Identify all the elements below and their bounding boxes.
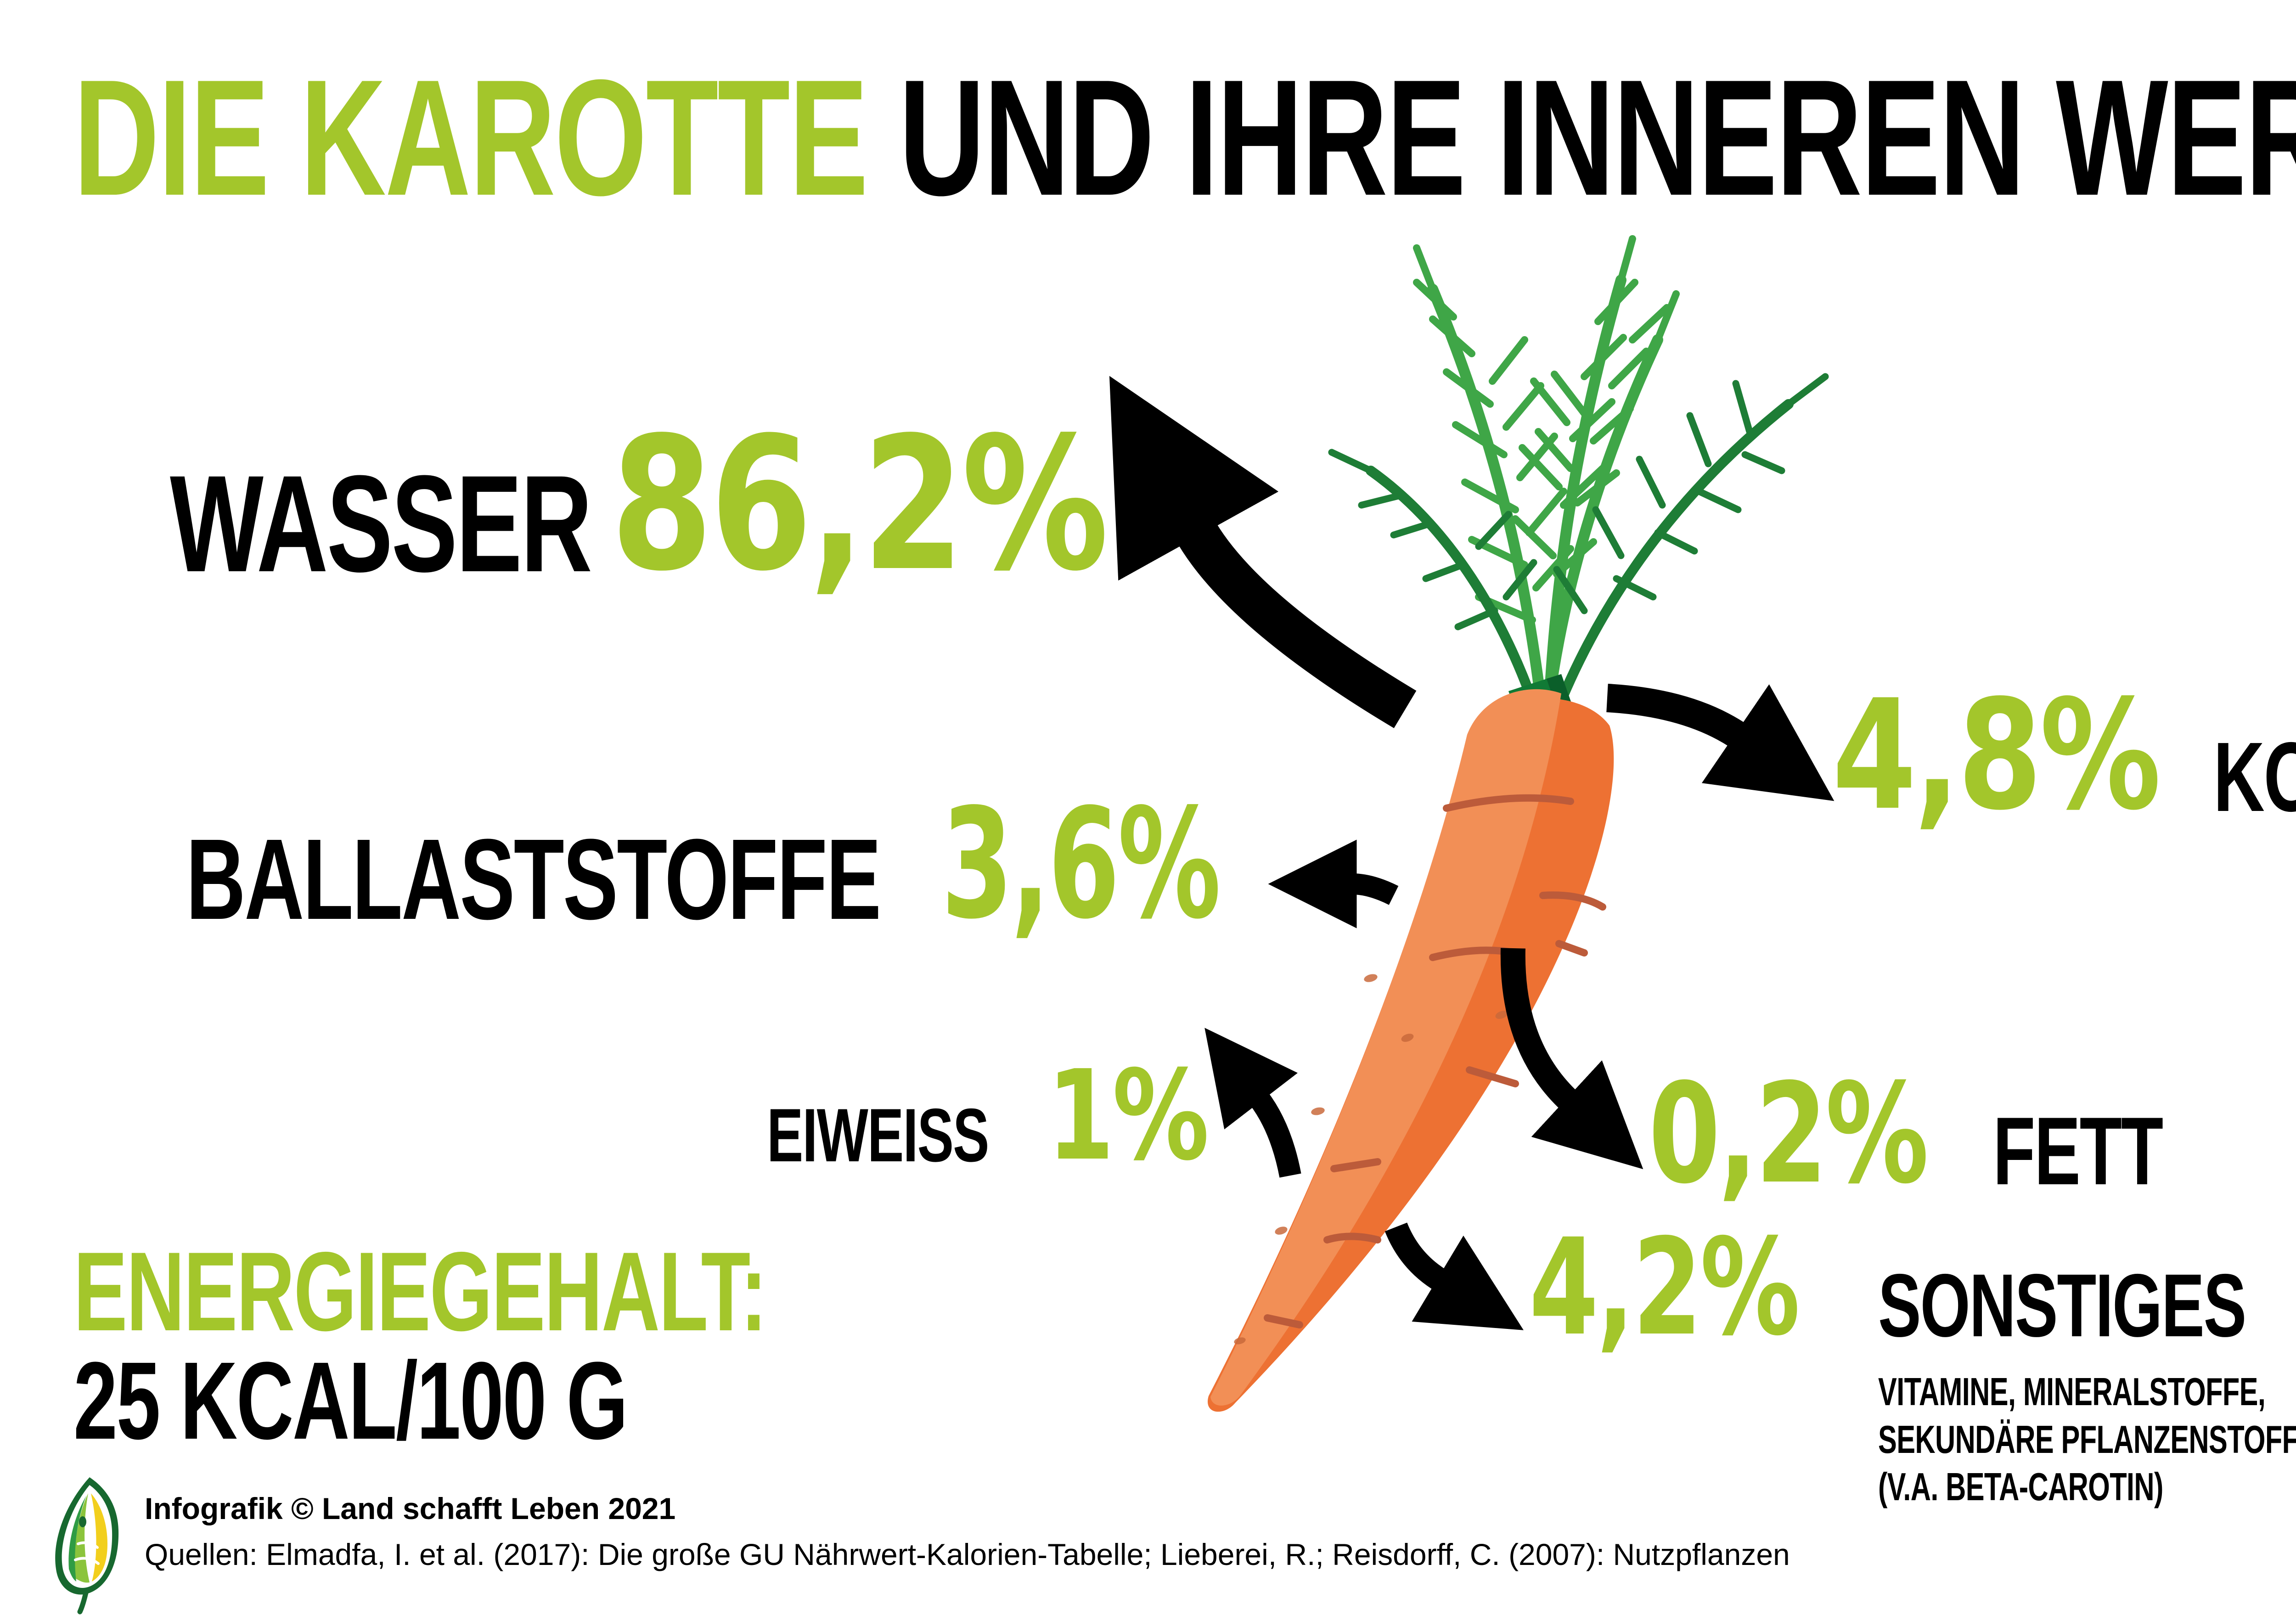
- footer-sources: Quellen: Elmadfa, I. et al. (2017): Die …: [145, 1537, 1790, 1571]
- fett-value: 0,2%: [1649, 1054, 1929, 1214]
- fett-label: FETT: [1993, 1097, 2163, 1205]
- sonstiges-subline-3: (V.A. BETA-CAROTIN): [1878, 1465, 2163, 1509]
- page-title: DIE KAROTTE UND IHRE INNEREN WERTE: [73, 55, 2296, 220]
- title-highlight: DIE KAROTTE: [73, 45, 868, 230]
- sonstiges-subline-2: SEKUNDÄRE PFLANZENSTOFFE: [1878, 1418, 2296, 1462]
- arrow-kohlenhydrate-icon: [1606, 684, 1835, 801]
- wasser-label: WASSER: [170, 446, 592, 601]
- ballaststoffe-label: BALLASTSTOFFE: [186, 815, 881, 943]
- arrow-wasser-icon: [1109, 376, 1417, 728]
- kohlenhydrate-value: 4,8%: [1832, 667, 2161, 844]
- title-rest: UND IHRE INNEREN WERTE: [899, 45, 2296, 230]
- ballaststoffe-value: 3,6%: [941, 776, 1221, 952]
- frond-stem-dark: [1366, 399, 1794, 728]
- arrow-ballaststoffe-icon: [1268, 839, 1399, 928]
- sonstiges-value: 4,2%: [1529, 1210, 1800, 1365]
- sonstiges-subline-1: VITAMINE, MINERALSTOFFE,: [1878, 1370, 2266, 1414]
- kohlenhydrate-label: KOHLENHYDRATE: [2213, 721, 2296, 832]
- frond-leaflets-dark: [1328, 373, 1829, 630]
- energy-value: 25 KCAL/100 G: [73, 1339, 628, 1462]
- energy-title: ENERGIEGEHALT:: [73, 1228, 767, 1354]
- eiweiss-label: EIWEISS: [767, 1093, 989, 1177]
- arrow-eiweiss-icon: [1204, 1028, 1301, 1178]
- eiweiss-value: 1%: [1047, 1043, 1209, 1188]
- footer-credit: Infografik © Land schafft Leben 2021: [145, 1491, 676, 1525]
- carrot-body-icon: [1208, 689, 1614, 1412]
- carrot-streaks: [1264, 794, 1606, 1328]
- carrot-greens-icon: [1328, 235, 1829, 728]
- frond-leaflets-light: [1413, 235, 1680, 624]
- sonstiges-sublabel: VITAMINE, MINERALSTOFFE, SEKUNDÄRE PFLAN…: [1878, 1368, 2296, 1511]
- arrow-sonstiges-icon: [1384, 1222, 1524, 1330]
- leaf-logo-icon: [55, 1477, 119, 1615]
- arrow-fett-icon: [1500, 948, 1643, 1170]
- wasser-value: 86,2%: [611, 398, 1109, 612]
- frond-stem-light: [1427, 275, 1663, 726]
- carrot-body-highlight: [1210, 689, 1561, 1406]
- sonstiges-label: SONSTIGES: [1878, 1255, 2246, 1356]
